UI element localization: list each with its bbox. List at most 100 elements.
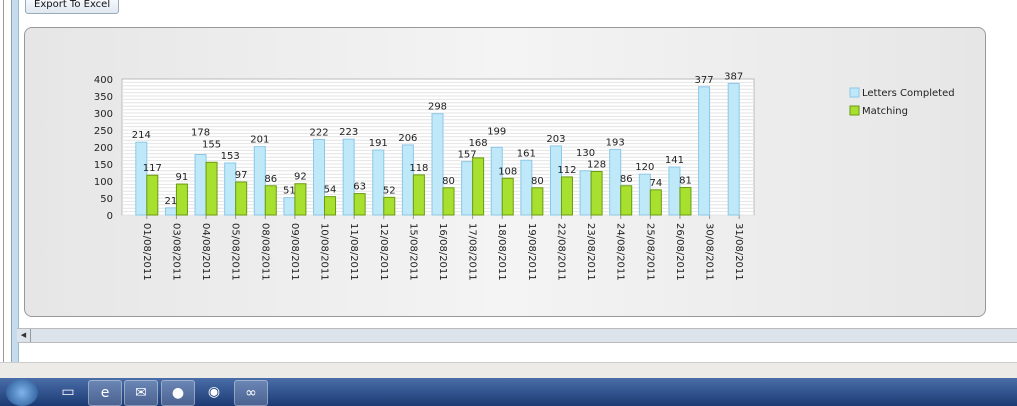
- y-tick-label: 0: [107, 211, 113, 222]
- horizontal-scrollbar[interactable]: ◀: [17, 328, 1017, 343]
- data-label: 193: [606, 137, 625, 148]
- bar-letters-completed: [549, 145, 562, 216]
- data-label: 141: [665, 155, 684, 166]
- bar-matching: [175, 183, 188, 216]
- legend-label: Letters Completed: [862, 88, 955, 99]
- data-label: 214: [132, 130, 151, 141]
- x-tick-label: 11/08/2011: [348, 223, 359, 281]
- data-label: 91: [176, 172, 189, 183]
- data-label: 128: [587, 159, 606, 170]
- bar-matching: [590, 170, 603, 216]
- y-tick-label: 150: [94, 160, 113, 171]
- data-label: 161: [517, 148, 536, 159]
- remote-app-icon[interactable]: ∞: [234, 380, 268, 406]
- bar-matching: [472, 157, 485, 216]
- bar-matching: [146, 174, 159, 216]
- bar-letters-completed: [520, 159, 533, 216]
- x-tick-label: 23/08/2011: [585, 223, 596, 281]
- x-tick-label: 01/08/2011: [141, 223, 152, 281]
- data-label: 80: [531, 176, 544, 187]
- outlook-icon[interactable]: ✉: [124, 380, 158, 406]
- bar-letters-completed: [342, 138, 355, 216]
- x-tick-label: 17/08/2011: [467, 223, 478, 281]
- data-label: 52: [383, 185, 396, 196]
- firefox-icon[interactable]: ◉: [207, 384, 221, 400]
- x-tick-label: 09/08/2011: [289, 223, 300, 281]
- bar-chart: 0 50 100 150 200 250 300 350 400 01/08/2011 03/08/…: [94, 71, 955, 281]
- data-label: 206: [398, 133, 417, 144]
- x-tick-label: 18/08/2011: [496, 223, 507, 281]
- bar-letters-completed: [135, 141, 148, 216]
- data-label: 74: [649, 178, 662, 189]
- bar-letters-completed: [283, 197, 296, 216]
- bar-matching: [294, 183, 307, 216]
- x-tick-label: 25/08/2011: [644, 223, 655, 281]
- data-label: 86: [264, 174, 277, 185]
- data-label: 21: [165, 196, 178, 207]
- export-to-excel-button[interactable]: Export To Excel: [25, 0, 120, 14]
- bar-letters-completed: [164, 207, 177, 216]
- windows-start-icon[interactable]: [6, 379, 38, 406]
- x-tick-label: 24/08/2011: [615, 223, 626, 281]
- data-label: 108: [498, 166, 517, 177]
- data-label: 97: [235, 170, 248, 181]
- scroll-left-icon[interactable]: ◀: [17, 329, 31, 342]
- data-label: 223: [339, 127, 358, 138]
- taskbar: [0, 378, 1017, 406]
- y-tick-label: 200: [94, 143, 113, 154]
- y-tick-label: 250: [94, 126, 113, 137]
- bar-matching: [620, 185, 633, 216]
- data-label: 203: [546, 134, 565, 145]
- bar-letters-completed: [401, 144, 414, 216]
- y-tick-label: 400: [94, 75, 113, 86]
- bar-letters-completed: [461, 161, 474, 216]
- x-tick-label: 26/08/2011: [674, 223, 685, 281]
- data-label: 130: [576, 148, 595, 159]
- data-label: 54: [324, 185, 337, 196]
- x-tick-label: 22/08/2011: [555, 223, 566, 281]
- y-tick-label: 300: [94, 109, 113, 120]
- x-tick-label: 05/08/2011: [230, 223, 241, 281]
- bar-matching: [205, 161, 218, 216]
- data-label: 120: [635, 162, 654, 173]
- data-label: 222: [309, 128, 328, 139]
- bar-matching: [383, 196, 396, 216]
- data-label: 377: [695, 75, 714, 86]
- bar-matching: [324, 196, 337, 216]
- window-border: [3, 0, 4, 362]
- splitter-handle[interactable]: [11, 0, 19, 362]
- data-label: 112: [557, 165, 576, 176]
- data-label: 178: [191, 127, 210, 138]
- x-tick-label: 03/08/2011: [170, 223, 181, 281]
- green-app-icon[interactable]: ●: [161, 380, 195, 406]
- y-tick-label: 350: [94, 92, 113, 103]
- x-tick-label: 08/08/2011: [259, 223, 270, 281]
- data-label: 298: [428, 102, 447, 113]
- bar-letters-completed: [668, 166, 681, 216]
- bar-matching: [264, 185, 277, 216]
- bar-letters-completed: [313, 139, 326, 216]
- legend-label: Matching: [862, 106, 908, 117]
- bar-matching: [235, 181, 248, 216]
- legend-swatch: [849, 105, 860, 116]
- data-label: 86: [620, 174, 633, 185]
- bar-matching: [531, 187, 544, 216]
- x-tick-label: 31/08/2011: [733, 223, 744, 281]
- data-label: 199: [487, 126, 506, 137]
- x-tick-label: 15/08/2011: [407, 223, 418, 281]
- bar-letters-completed: [698, 86, 711, 216]
- x-tick-label: 10/08/2011: [319, 223, 330, 281]
- bar-matching: [353, 193, 366, 216]
- data-label: 51: [283, 186, 296, 197]
- x-tick-label: 16/08/2011: [437, 223, 448, 281]
- x-tick-label: 30/08/2011: [704, 223, 715, 281]
- bar-matching: [412, 174, 425, 216]
- internet-explorer-icon[interactable]: e: [88, 380, 122, 406]
- y-tick-label: 50: [100, 194, 113, 205]
- bar-letters-completed: [253, 146, 266, 216]
- data-label: 81: [679, 175, 692, 186]
- data-label: 155: [202, 139, 221, 150]
- bar-letters-completed: [431, 113, 444, 216]
- data-label: 168: [469, 138, 488, 149]
- file-explorer-icon[interactable]: ▭: [61, 384, 75, 400]
